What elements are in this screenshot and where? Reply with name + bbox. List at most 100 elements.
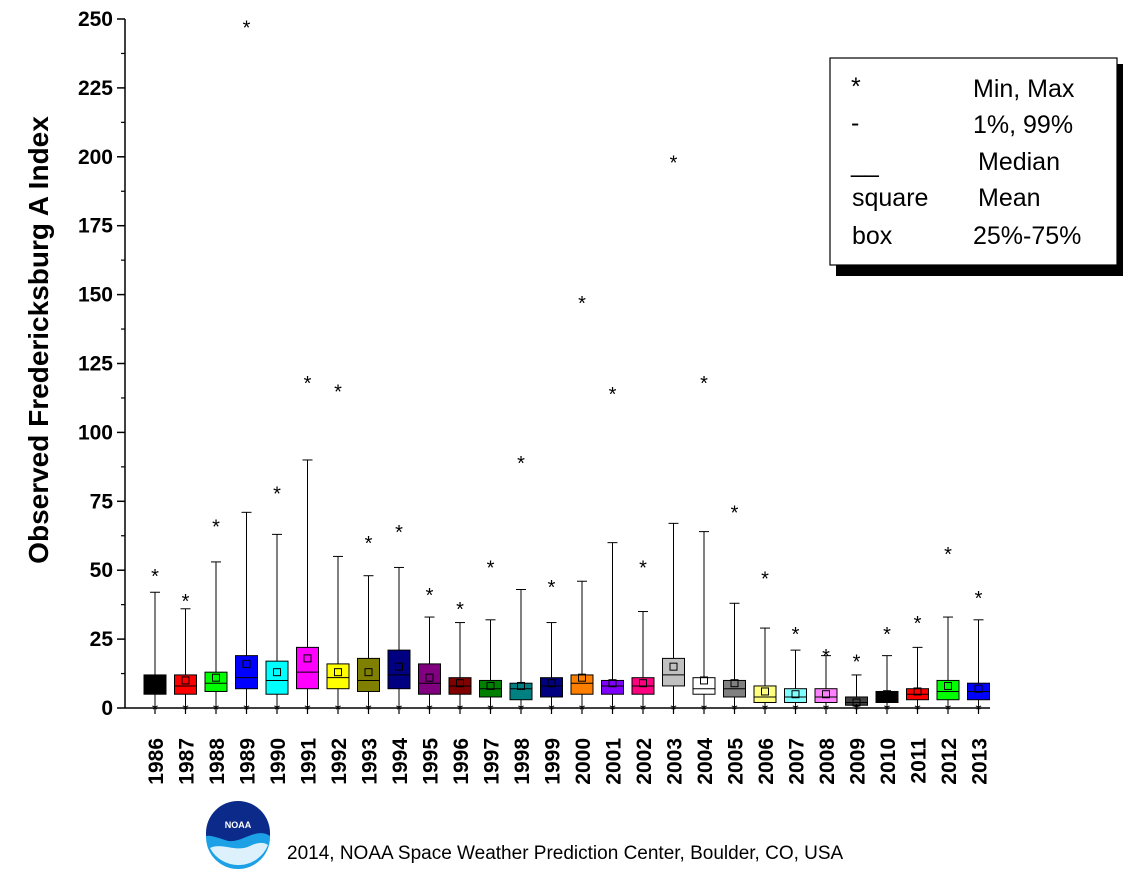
box-2002: ** (631, 558, 655, 719)
x-axis-labels: 1986 1987 1988 1989 1990 1991 1992 1993 1994 1995… (145, 708, 992, 785)
legend-symbol-minmax: * (851, 73, 861, 101)
iqr-box (814, 688, 838, 703)
noaa-logo: NOAA (206, 801, 270, 869)
mean-marker (456, 679, 464, 688)
mean-marker (730, 679, 739, 688)
x-tick-label-2012: 2012 (938, 738, 961, 785)
box-2012: ** (936, 544, 960, 719)
box-1990: ** (265, 483, 289, 719)
mean-marker (913, 687, 922, 696)
max-marker: * (975, 588, 983, 610)
credit-text: 2014, NOAA Space Weather Prediction Cent… (287, 843, 844, 864)
y-tick-label: 125 (78, 353, 113, 376)
mean-marker (791, 690, 800, 699)
box-2003: ** (662, 153, 685, 719)
max-marker: * (670, 153, 678, 175)
iqr-box (418, 663, 441, 695)
mean-marker (364, 668, 373, 677)
iqr-box (174, 674, 197, 695)
max-marker: * (914, 613, 922, 635)
x-tick-label-2011: 2011 (908, 738, 931, 784)
max-marker: * (182, 591, 190, 613)
box-1995: ** (418, 585, 441, 719)
y-tick-label: 175 (78, 215, 113, 238)
max-marker: * (792, 624, 800, 646)
box-1988: ** (204, 516, 228, 719)
y-tick-label: 225 (78, 77, 113, 100)
x-tick-label-1987: 1987 (176, 738, 199, 785)
noaa-logo-wave (210, 842, 268, 866)
x-tick-label-2013: 2013 (969, 738, 992, 785)
x-tick-label-2003: 2003 (664, 738, 687, 785)
iqr-box (692, 677, 716, 695)
max-marker: * (944, 544, 952, 566)
x-tick-label-2008: 2008 (816, 738, 839, 785)
box-1997: ** (479, 558, 502, 719)
box-2013: ** (967, 588, 990, 719)
y-tick-label: 200 (78, 146, 113, 169)
x-tick-label-2010: 2010 (877, 738, 900, 785)
max-marker: * (243, 18, 251, 40)
iqr-box (143, 674, 167, 695)
mean-marker (425, 673, 434, 682)
box-1992: ** (326, 381, 350, 719)
mean-marker (273, 668, 281, 677)
box-2001: ** (601, 384, 624, 719)
box-1998: ** (509, 453, 533, 719)
max-marker: * (456, 599, 464, 621)
mean-marker (761, 687, 769, 696)
max-marker: * (639, 558, 647, 580)
mean-marker (212, 673, 220, 682)
x-tick-label-1993: 1993 (359, 738, 382, 785)
box-1986: ** (143, 566, 167, 719)
iqr-box (784, 688, 807, 703)
max-marker: * (365, 533, 373, 555)
max-marker: * (548, 577, 556, 599)
y-axis-title: Observed Fredericksburg A Index (23, 116, 54, 564)
max-marker: * (273, 483, 281, 505)
x-tick-label-2006: 2006 (755, 738, 778, 785)
iqr-box (662, 657, 685, 687)
x-tick-label-1988: 1988 (206, 738, 229, 785)
box-2007: ** (784, 624, 807, 719)
mean-marker (669, 662, 678, 671)
max-marker: * (700, 373, 708, 395)
iqr-box (296, 646, 319, 690)
legend-label-minmax: Min, Max (973, 75, 1075, 103)
mean-marker (700, 676, 708, 685)
y-tick-label: 75 (90, 490, 114, 513)
x-tick-label-2004: 2004 (694, 738, 717, 785)
iqr-box (509, 682, 533, 701)
iqr-box (204, 671, 228, 692)
legend-label-percentile: 1%, 99% (973, 111, 1073, 139)
legend-label-box: 25%-75% (973, 222, 1081, 250)
y-tick-label: 250 (78, 8, 113, 31)
box-1993: ** (357, 533, 380, 719)
box-2005: ** (723, 503, 746, 719)
box-1994: ** (387, 522, 411, 719)
box-2004: ** (692, 373, 716, 719)
box-1991: ** (296, 373, 319, 719)
iqr-box (387, 649, 411, 690)
box-2011: ** (906, 613, 929, 719)
legend-symbol-percentile: - (851, 109, 859, 137)
boxes-group: ****************************************… (143, 18, 990, 719)
box-1999: ** (540, 577, 563, 719)
max-marker: * (395, 522, 403, 544)
x-tick-label-2007: 2007 (786, 738, 809, 785)
mean-marker (151, 679, 159, 688)
y-tick-label: 150 (78, 284, 113, 307)
mean-marker (639, 679, 647, 688)
x-tick-label-1999: 1999 (542, 738, 565, 785)
mean-marker (303, 654, 312, 663)
noaa-logo-bird (206, 801, 270, 842)
max-marker: * (761, 569, 769, 591)
mean-marker (547, 679, 556, 688)
iqr-box (326, 663, 350, 690)
max-marker: * (853, 651, 861, 673)
mean-marker (517, 681, 525, 690)
max-marker: * (334, 381, 342, 403)
y-tick-label: 25 (90, 628, 114, 651)
max-marker: * (578, 293, 586, 315)
